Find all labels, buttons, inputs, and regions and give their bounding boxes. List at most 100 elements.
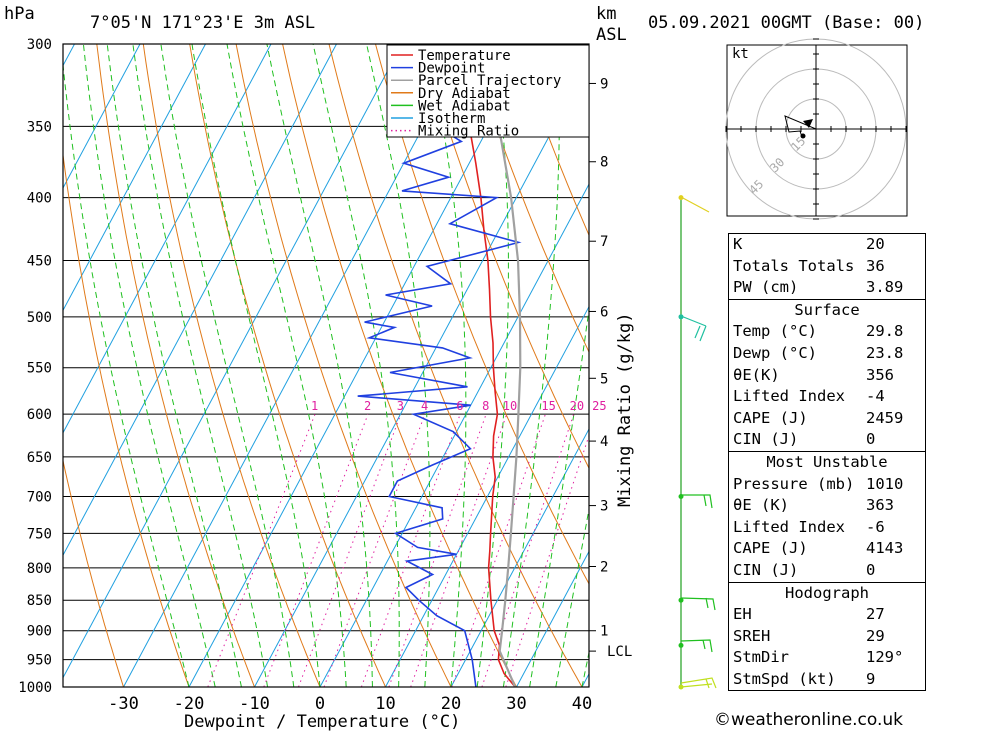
index-row: Totals Totals 36	[729, 256, 925, 278]
legend-entry: Wet Adiabat	[418, 98, 511, 114]
index-value: 29	[866, 626, 885, 645]
height-tick-label: LCL	[607, 644, 632, 660]
index-row: Dewp (°C) 23.8	[729, 343, 925, 365]
index-value: 23.8	[866, 343, 904, 362]
dry-adiabat-line	[421, 44, 589, 470]
index-label: Pressure (mb)	[733, 474, 855, 493]
mixing-ratio-label: 4	[421, 399, 428, 413]
index-row: CAPE (J) 2459	[729, 408, 925, 430]
height-tick-label: 9	[600, 76, 608, 92]
dry-adiabat-line	[467, 44, 589, 354]
wind-barb	[680, 597, 716, 611]
temperature-tick-label: -10	[239, 694, 270, 714]
legend-entry: Dry Adiabat	[418, 86, 511, 102]
temperature-tick-label: 40	[572, 694, 592, 714]
hodograph-trace	[784, 115, 817, 138]
index-row: CAPE (J) 4143	[729, 538, 925, 560]
index-row: CIN (J) 0	[729, 429, 925, 451]
legend-entry: Mixing Ratio	[418, 124, 519, 140]
wet-adiabat-line	[106, 44, 242, 687]
mixing-ratio-label: 2	[364, 399, 371, 413]
wind-barb-dot	[678, 684, 684, 690]
mixing-ratio-label: 1	[311, 399, 318, 413]
index-label: SREH	[733, 626, 771, 645]
index-row: SREH 29	[729, 626, 925, 648]
index-value: 129°	[866, 648, 904, 667]
wet-adiabat-line	[581, 650, 589, 687]
isotherm-line	[63, 44, 403, 679]
mixing-ratio-line	[451, 414, 546, 687]
height-tick-label: 2	[600, 559, 608, 575]
index-label: θE (K)	[733, 496, 789, 515]
surface-title: Surface	[794, 300, 860, 319]
pressure-tick-label: 950	[27, 653, 52, 669]
wet-adiabat-line	[191, 44, 321, 687]
pressure-tick-label: 600	[27, 407, 52, 423]
wind-barb	[680, 677, 717, 689]
mixing-ratio-line	[207, 414, 316, 687]
index-value: 9	[866, 669, 876, 688]
index-row: θE(K) 356	[729, 365, 925, 387]
index-label: Temp (°C)	[733, 322, 817, 341]
series-line-temperature	[450, 44, 516, 687]
pressure-tick-label: 650	[27, 450, 52, 466]
index-label: CAPE (J)	[733, 408, 808, 427]
isotherm-line	[188, 44, 534, 687]
index-value: 36	[866, 256, 885, 275]
mixing-ratio-line	[298, 414, 402, 687]
index-row: CIN (J) 0	[729, 560, 925, 582]
isotherm-line	[0, 44, 9, 687]
index-label: PW (cm)	[733, 278, 799, 297]
height-unit-km: km	[596, 4, 616, 24]
temperature-tick-label: 20	[441, 694, 461, 714]
pressure-tick-label: 550	[27, 361, 52, 377]
index-row: EH 27	[729, 604, 925, 626]
legend-box	[386, 44, 590, 138]
wind-barb	[680, 315, 707, 342]
hodograph-title: Hodograph	[785, 583, 869, 602]
storm-motion-dot	[800, 133, 806, 139]
index-value: -4	[866, 387, 885, 406]
hodograph-unit: kt	[732, 46, 749, 62]
mixing-ratio-line	[323, 414, 426, 687]
isotherm-line	[63, 44, 206, 312]
index-label: K	[733, 235, 743, 253]
mixing-ratio-axis-label: Mixing Ratio (g/kg)	[615, 313, 635, 507]
pressure-tick-label: 450	[27, 254, 52, 270]
dry-adiabat-line	[375, 44, 589, 585]
dry-adiabat-line	[328, 44, 583, 687]
storm-motion-arrow	[803, 119, 813, 128]
wet-adiabat-line	[476, 44, 509, 687]
temperature-tick-label: -20	[174, 694, 205, 714]
index-row: θE (K) 363	[729, 495, 925, 517]
index-row: StmDir 129°	[729, 647, 925, 669]
height-tick-label: 4	[600, 434, 608, 450]
index-value: 4143	[866, 539, 904, 558]
dry-adiabat-line	[979, 44, 1000, 687]
pressure-tick-label: 1000	[18, 680, 52, 696]
index-value: 0	[866, 560, 876, 579]
isotherm-line	[385, 305, 589, 687]
mixing-ratio-label: 25	[592, 399, 606, 413]
temperature-tick-label: 10	[375, 694, 395, 714]
pressure-tick-label: 500	[27, 310, 52, 326]
wet-adiabat-line	[132, 44, 269, 687]
index-label: Totals Totals	[733, 256, 855, 275]
mixing-ratio-label: 15	[541, 399, 555, 413]
mixing-ratio-line	[263, 414, 369, 687]
height-tick-label: 3	[600, 499, 608, 515]
dry-adiabat-line	[235, 44, 452, 687]
height-tick-label: 7	[600, 234, 608, 250]
wind-barb	[681, 494, 713, 509]
mixing-ratio-label: 3	[397, 399, 404, 413]
copyright-footer[interactable]: ©weatheronline.co.uk	[714, 710, 904, 730]
wind-barb	[680, 196, 710, 213]
index-row: K 20	[729, 234, 925, 256]
index-row: Lifted Index -4	[729, 386, 925, 408]
index-value: 363	[866, 496, 894, 515]
series-line-parcel-trajectory	[494, 110, 522, 687]
plot-axes: 1 2 3 4 6 8 10 15 20 2530035040045050055060065070…	[18, 37, 632, 714]
indices-general: K 20 Totals Totals 36 PW (cm) 3.89	[728, 233, 926, 300]
dry-adiabat-line	[282, 44, 517, 687]
